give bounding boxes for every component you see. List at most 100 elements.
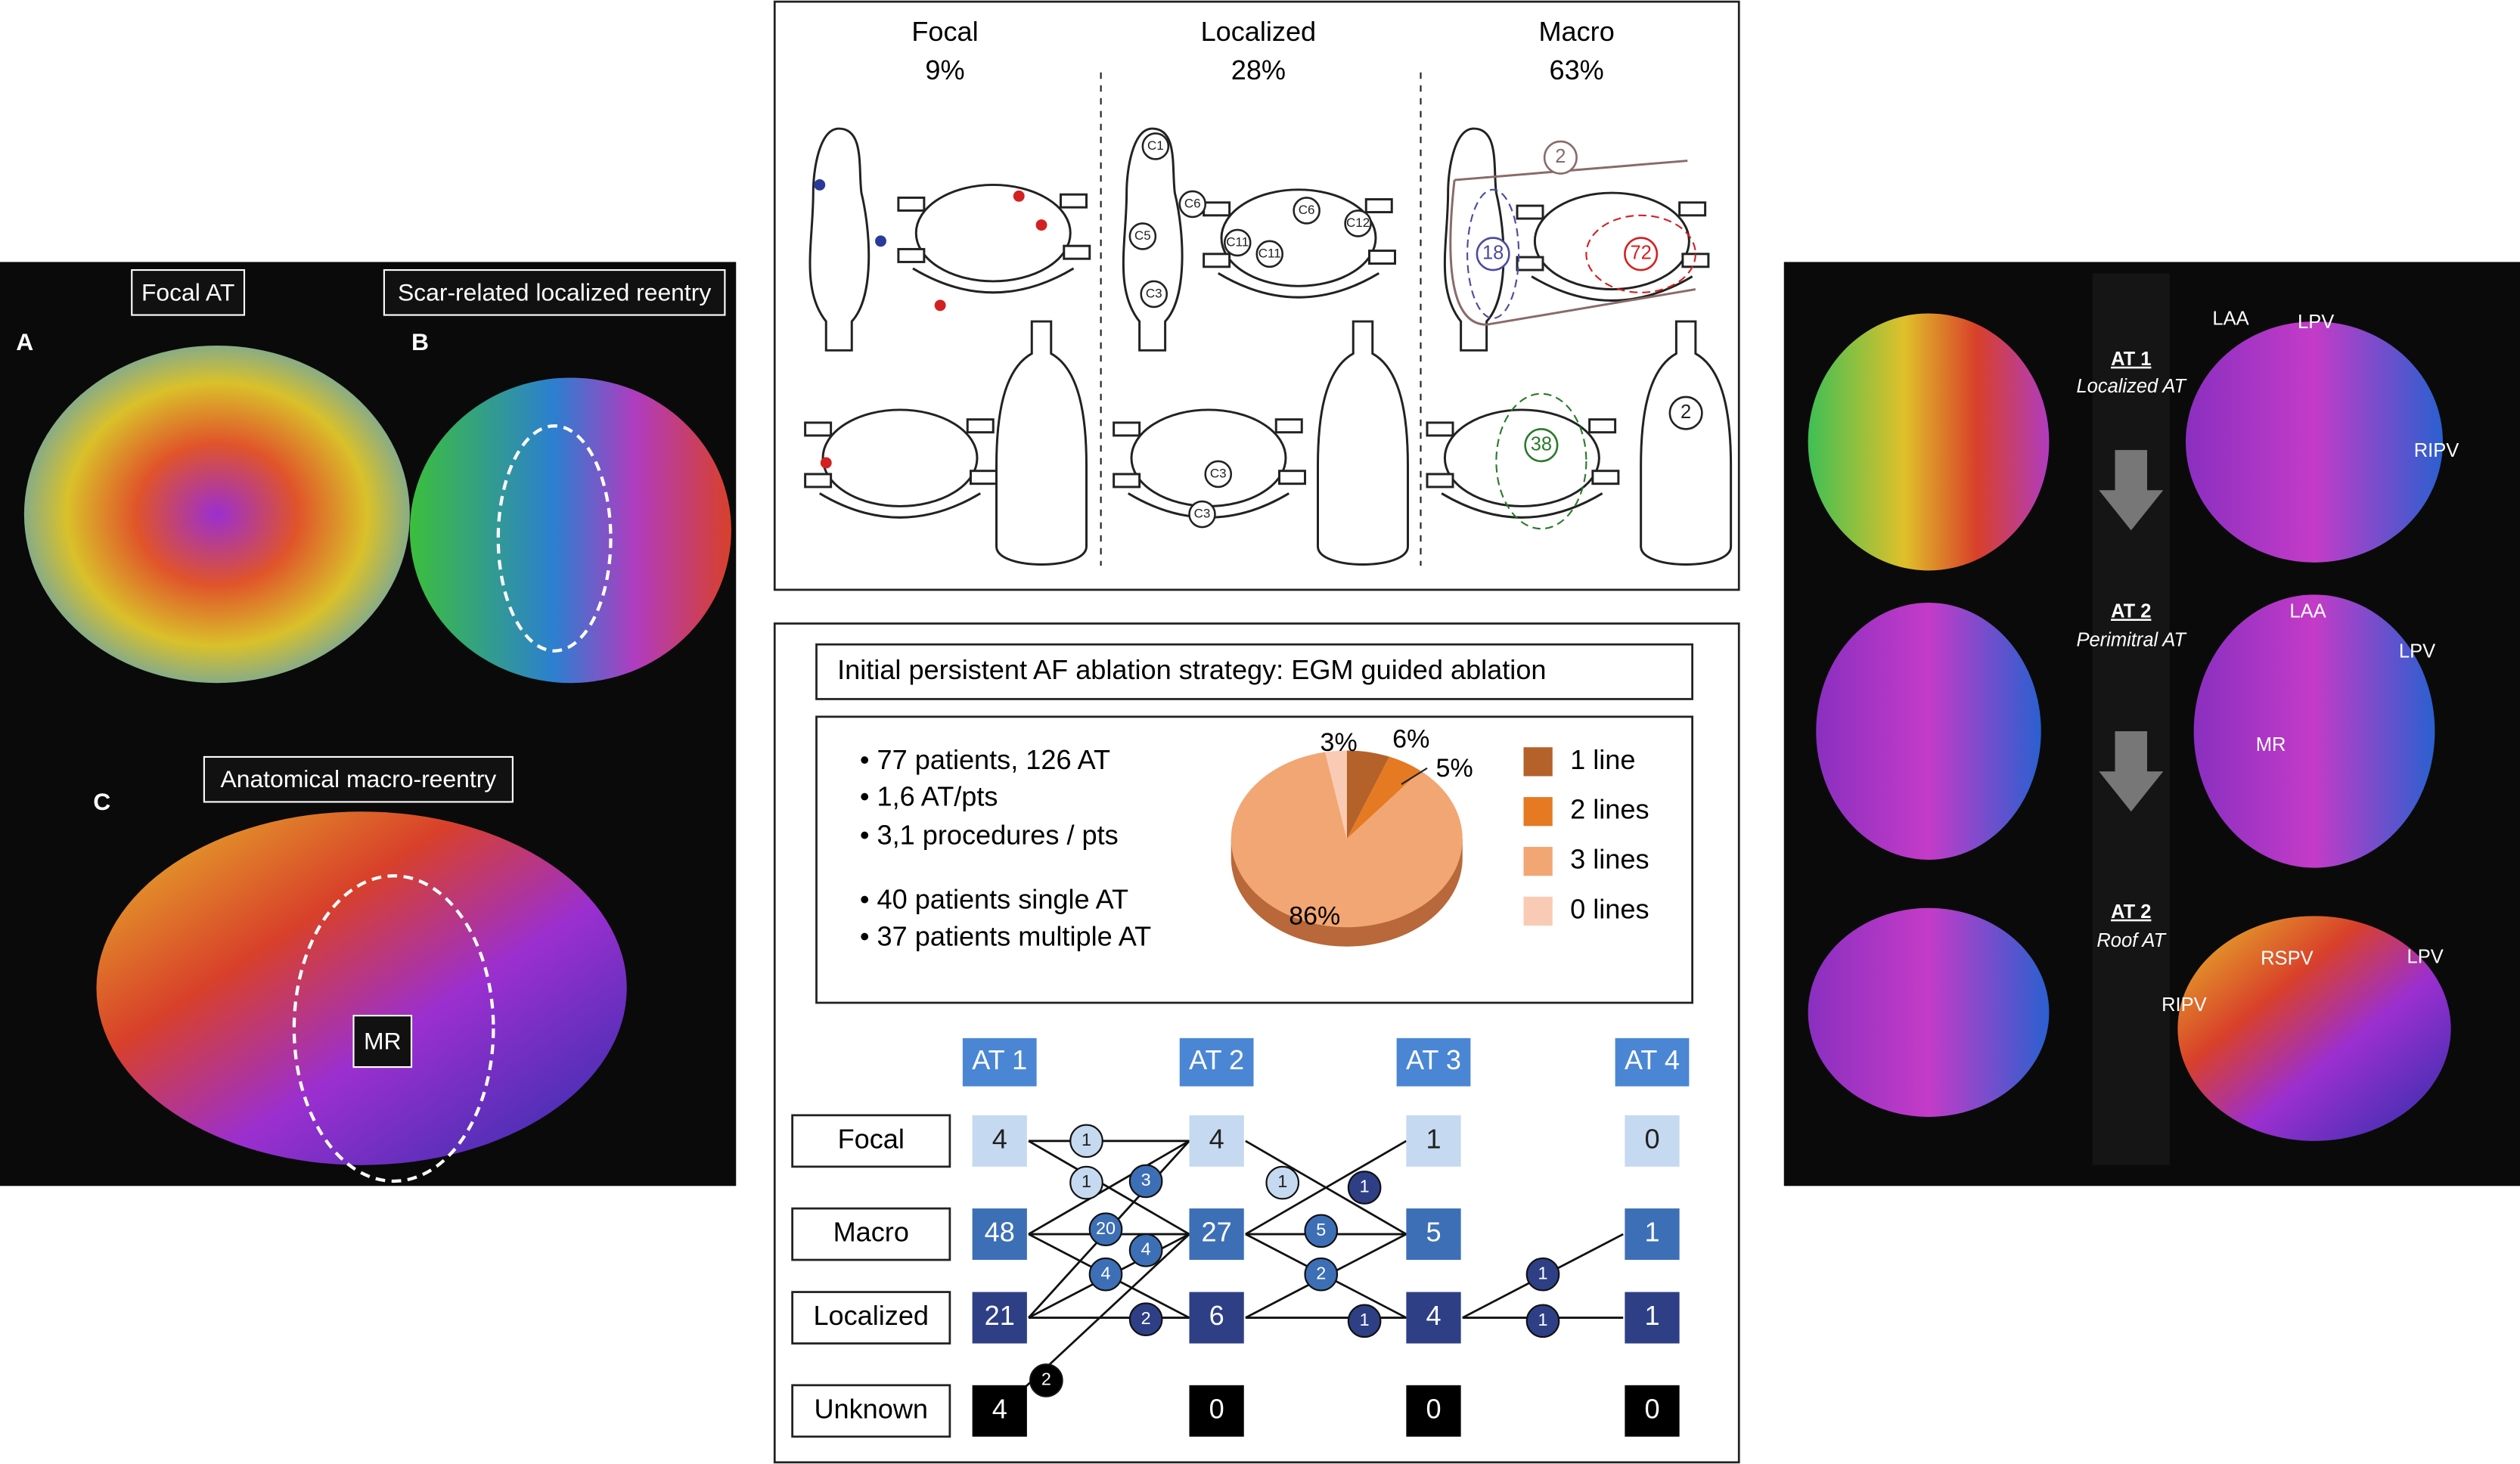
right-atrium-side xyxy=(995,320,1088,566)
pulmonary-vein xyxy=(1516,204,1544,220)
label-leader xyxy=(1401,767,1428,785)
transition-count: 1 xyxy=(1538,1310,1548,1329)
step-subtitle: Perimitral AT xyxy=(2076,630,2187,651)
stage-label: AT 2 xyxy=(1189,1044,1244,1075)
pulmonary-vein xyxy=(804,473,833,489)
site-marker xyxy=(1141,132,1170,160)
region-label: MR xyxy=(364,1028,402,1055)
site-label: 38 xyxy=(1531,433,1552,454)
pulmonary-vein xyxy=(970,470,998,485)
focal-source xyxy=(820,457,832,469)
voltage-map xyxy=(2193,594,2435,868)
activation-map xyxy=(1816,602,2041,860)
step-arrow xyxy=(2099,730,2164,812)
landmark: MR xyxy=(2256,734,2286,755)
step-arrow xyxy=(2099,450,2164,531)
transition-count: 2 xyxy=(1141,1308,1151,1328)
circuit-arrow xyxy=(496,424,613,653)
pulmonary-vein xyxy=(1588,418,1617,434)
count-box xyxy=(1406,1208,1461,1261)
pulmonary-vein xyxy=(1426,473,1454,489)
pulmonary-vein xyxy=(1368,250,1396,265)
transition-node xyxy=(1128,1164,1163,1199)
site-label: C11 xyxy=(1258,246,1281,260)
column-title: Localized xyxy=(1201,16,1317,47)
landmark: LPV xyxy=(2399,641,2435,662)
left-atrium xyxy=(821,408,979,507)
focal-source xyxy=(1013,190,1025,202)
activation-map xyxy=(409,377,731,684)
transition-count: 5 xyxy=(1316,1220,1326,1239)
count: 4 xyxy=(992,1393,1007,1424)
slice-label: 86% xyxy=(1289,901,1340,930)
landmark: RIPV xyxy=(2414,440,2459,461)
count-box xyxy=(1406,1292,1461,1344)
site-label: C3 xyxy=(1194,507,1211,521)
pulmonary-vein xyxy=(1426,421,1454,437)
transition-node xyxy=(1128,1302,1163,1336)
legend-swatch xyxy=(1523,797,1553,827)
atria-drawings xyxy=(804,127,1733,566)
top-diagram: Focal 9% Localized 28% Macro 63% C1C6C5C… xyxy=(773,0,1740,591)
transition-node xyxy=(1525,1257,1560,1292)
stage-header xyxy=(962,1038,1037,1087)
count-box xyxy=(1406,1115,1461,1167)
transition-count: 20 xyxy=(1096,1218,1116,1238)
count: 4 xyxy=(992,1123,1007,1154)
left-atrium xyxy=(1443,408,1600,507)
pulmonary-vein xyxy=(1203,201,1231,217)
transition-node xyxy=(1128,1233,1163,1267)
transition-node xyxy=(1069,1124,1103,1158)
count: 1 xyxy=(1426,1123,1441,1154)
column-share: 28% xyxy=(1231,54,1286,85)
panel-title: Scar-related localized reentry xyxy=(398,278,711,306)
pulmonary-vein xyxy=(1063,244,1091,260)
panel-letter: C xyxy=(93,788,110,815)
site-labels: C1 C6 C5 C3 C11 C6 C11 C12 C3 C3 2 18 72 38 2 xyxy=(1128,132,1703,529)
row-box xyxy=(791,1114,951,1168)
activation-map xyxy=(1808,313,2050,571)
left-atrium xyxy=(1533,191,1690,291)
activation-map xyxy=(1808,907,2050,1117)
pie-slice xyxy=(1346,756,1421,839)
landmark: RSPV xyxy=(2261,948,2313,969)
transition-count: 4 xyxy=(1101,1263,1111,1283)
pulmonary-vein xyxy=(897,196,926,212)
activation-map xyxy=(96,811,627,1165)
column-share: 9% xyxy=(925,54,964,85)
pulmonary-vein xyxy=(1113,473,1141,489)
row-label: Focal xyxy=(838,1123,905,1154)
panel-title: Focal AT xyxy=(141,278,234,306)
count-box xyxy=(1625,1115,1680,1167)
count-box xyxy=(1625,1385,1680,1437)
row-label: Macro xyxy=(833,1217,909,1248)
slice-label: 3% xyxy=(1321,728,1358,757)
step-column xyxy=(2092,273,2170,1165)
transition-count: 3 xyxy=(1141,1170,1151,1190)
slice-label: 5% xyxy=(1436,754,1473,783)
site-marker xyxy=(1140,280,1168,309)
left-figure: Focal AT Scar-related localized reentry … xyxy=(0,262,737,1186)
coronary-sinus xyxy=(1217,272,1380,299)
row-box xyxy=(791,1384,951,1438)
count-box xyxy=(1625,1292,1680,1344)
landmark: RIPV xyxy=(2162,994,2207,1016)
right-atrium xyxy=(1443,127,1505,352)
site-marker xyxy=(1624,237,1659,271)
strategy-panel: Initial persistent AF ablation strategy:… xyxy=(773,622,1740,1464)
macro-circuit xyxy=(1466,188,1520,319)
transition-node xyxy=(1265,1165,1300,1200)
macro-circuit xyxy=(1495,392,1587,530)
panel-title: Anatomical macro-reentry xyxy=(221,765,497,792)
site-label: C3 xyxy=(1210,466,1227,480)
pie-chart: 6%5% 86% 3% 1 line 2 lines 3 lines 0 lines xyxy=(1231,725,1649,947)
site-label: C3 xyxy=(1146,286,1162,300)
stage-header xyxy=(1179,1038,1254,1087)
site-label: C6 xyxy=(1184,196,1201,210)
step-subtitle: Roof AT xyxy=(2096,930,2167,951)
transition-node xyxy=(1088,1257,1123,1292)
column-title: Macro xyxy=(1538,16,1614,47)
transition-count: 1 xyxy=(1082,1171,1091,1191)
row-box xyxy=(791,1207,951,1261)
